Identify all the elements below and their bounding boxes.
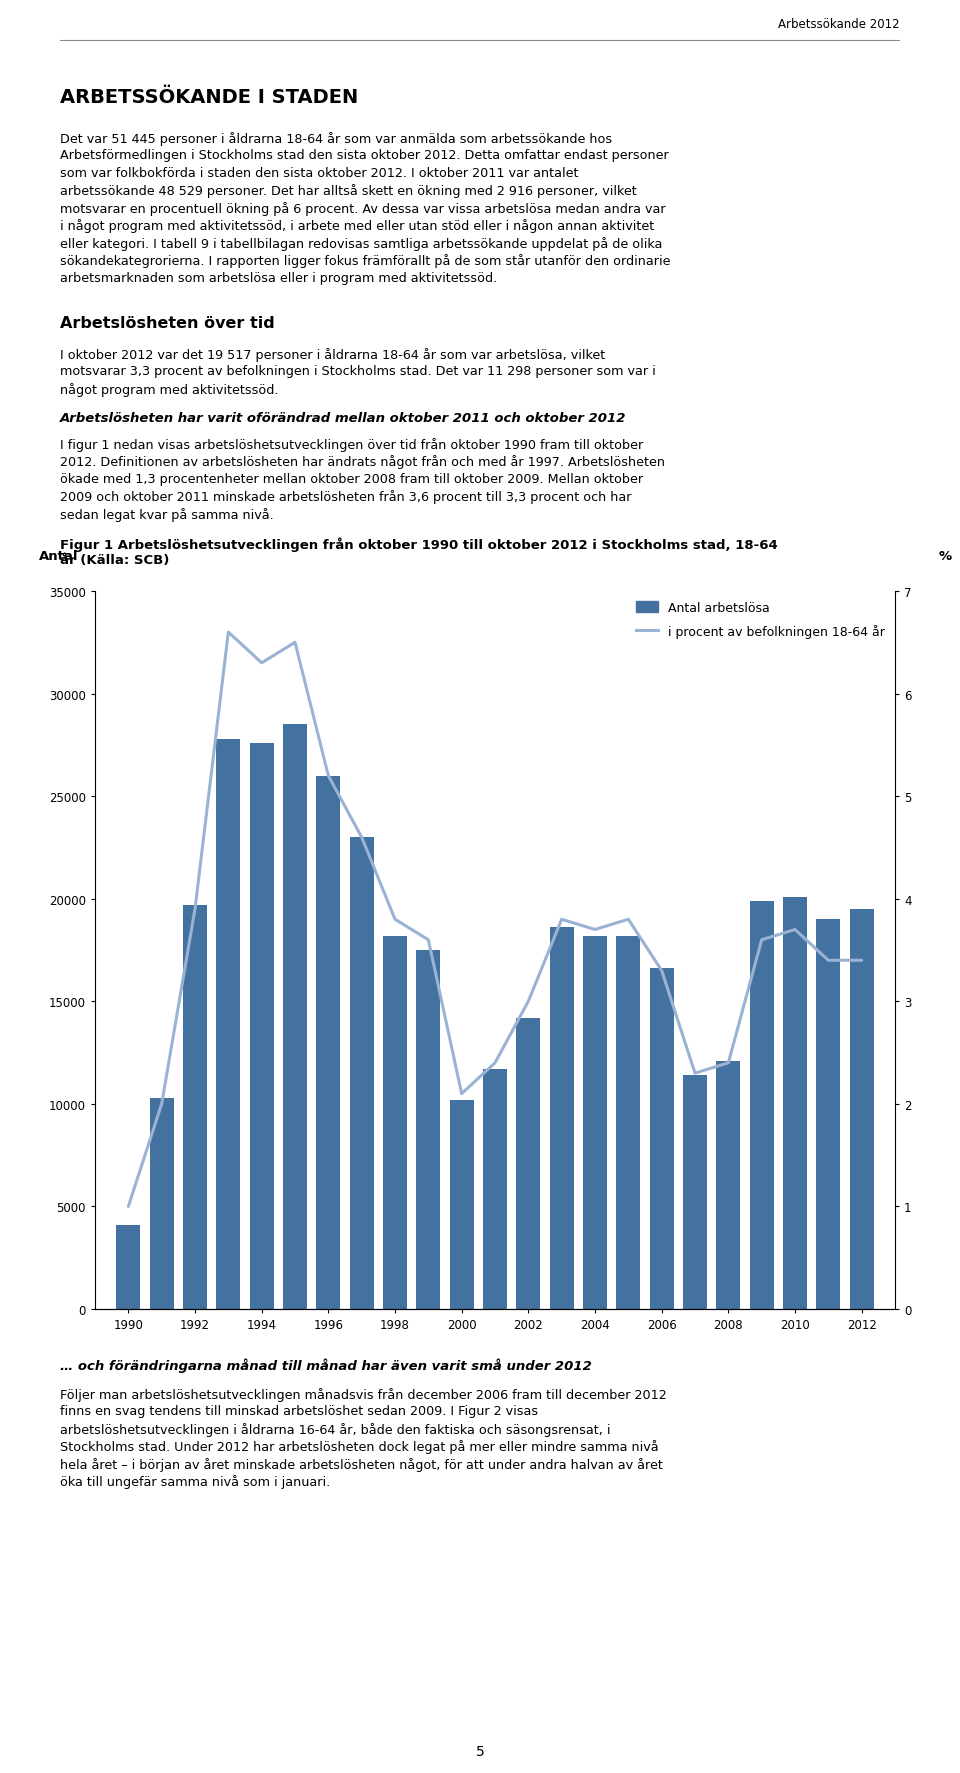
Text: Figur 1 Arbetslöshetsutvecklingen från oktober 1990 till oktober 2012 i Stockhol: Figur 1 Arbetslöshetsutvecklingen från o…	[60, 537, 778, 551]
Text: arbetssökande 48 529 personer. Det har alltså skett en ökning med 2 916 personer: arbetssökande 48 529 personer. Det har a…	[60, 184, 636, 199]
Bar	[250, 743, 274, 1308]
Text: år (Källa: SCB): år (Källa: SCB)	[60, 553, 169, 567]
Bar	[516, 1018, 540, 1308]
Bar	[417, 950, 441, 1308]
Bar	[650, 968, 674, 1308]
Text: finns en svag tendens till minskad arbetslöshet sedan 2009. I Figur 2 visas: finns en svag tendens till minskad arbet…	[60, 1404, 539, 1418]
Text: Arbetsförmedlingen i Stockholms stad den sista oktober 2012. Detta omfattar enda: Arbetsförmedlingen i Stockholms stad den…	[60, 149, 669, 163]
Text: eller kategori. I tabell 9 i tabellbilagan redovisas samtliga arbetssökande uppd: eller kategori. I tabell 9 i tabellbilag…	[60, 238, 662, 250]
Text: I oktober 2012 var det 19 517 personer i åldrarna 18-64 år som var arbetslösa, v: I oktober 2012 var det 19 517 personer i…	[60, 348, 605, 362]
Text: Arbetssökande 2012: Arbetssökande 2012	[779, 18, 900, 30]
Text: … och förändringarna månad till månad har även varit små under 2012: … och förändringarna månad till månad ha…	[60, 1358, 592, 1372]
Bar	[850, 910, 874, 1308]
Bar	[483, 1069, 507, 1308]
Bar	[150, 1097, 174, 1308]
Text: Följer man arbetslöshetsutvecklingen månadsvis från december 2006 fram till dece: Följer man arbetslöshetsutvecklingen mån…	[60, 1386, 667, 1401]
Bar	[116, 1225, 140, 1308]
Bar	[349, 837, 373, 1308]
Bar	[683, 1076, 707, 1308]
Text: Antal: Antal	[39, 550, 79, 564]
Bar	[750, 901, 774, 1308]
Bar	[783, 897, 807, 1308]
Text: Det var 51 445 personer i åldrarna 18-64 år som var anmälda som arbetssökande ho: Det var 51 445 personer i åldrarna 18-64…	[60, 131, 612, 145]
Bar	[283, 725, 307, 1308]
Bar	[383, 936, 407, 1308]
Bar	[216, 739, 240, 1308]
Text: öka till ungefär samma nivå som i januari.: öka till ungefär samma nivå som i januar…	[60, 1475, 330, 1489]
Text: motsvarar en procentuell ökning på 6 procent. Av dessa var vissa arbetslösa meda: motsvarar en procentuell ökning på 6 pro…	[60, 202, 665, 216]
Text: %: %	[939, 550, 952, 564]
Bar	[449, 1099, 473, 1308]
Text: Stockholms stad. Under 2012 har arbetslösheten dock legat på mer eller mindre sa: Stockholms stad. Under 2012 har arbetslö…	[60, 1440, 659, 1454]
Text: I figur 1 nedan visas arbetslöshetsutvecklingen över tid från oktober 1990 fram : I figur 1 nedan visas arbetslöshetsutvec…	[60, 438, 643, 452]
Bar	[183, 906, 207, 1308]
Bar	[816, 920, 840, 1308]
Text: arbetsmarknaden som arbetslösa eller i program med aktivitetssöd.: arbetsmarknaden som arbetslösa eller i p…	[60, 271, 497, 285]
Bar	[716, 1062, 740, 1308]
Bar	[616, 936, 640, 1308]
Text: Arbetslösheten har varit oförändrad mellan oktober 2011 och oktober 2012: Arbetslösheten har varit oförändrad mell…	[60, 411, 627, 426]
Text: 2012. Definitionen av arbetslösheten har ändrats något från och med år 1997. Arb: 2012. Definitionen av arbetslösheten har…	[60, 456, 665, 470]
Text: sökandekategrorierna. I rapporten ligger fokus främförallt på de som står utanfö: sökandekategrorierna. I rapporten ligger…	[60, 254, 670, 268]
Bar	[550, 927, 574, 1308]
Text: sedan legat kvar på samma nivå.: sedan legat kvar på samma nivå.	[60, 507, 274, 521]
Text: ARBETSSÖKANDE I STADEN: ARBETSSÖKANDE I STADEN	[60, 89, 358, 106]
Text: Arbetslösheten över tid: Arbetslösheten över tid	[60, 316, 275, 332]
Bar	[317, 777, 341, 1308]
Text: i något program med aktivitetssöd, i arbete med eller utan stöd eller i någon an: i något program med aktivitetssöd, i arb…	[60, 220, 655, 234]
Text: 2009 och oktober 2011 minskade arbetslösheten från 3,6 procent till 3,3 procent : 2009 och oktober 2011 minskade arbetslös…	[60, 489, 632, 504]
Text: arbetslöshetsutvecklingen i åldrarna 16-64 år, både den faktiska och säsongsrens: arbetslöshetsutvecklingen i åldrarna 16-…	[60, 1422, 611, 1436]
Text: ökade med 1,3 procentenheter mellan oktober 2008 fram till oktober 2009. Mellan : ökade med 1,3 procentenheter mellan okto…	[60, 473, 643, 486]
Text: hela året – i början av året minskade arbetslösheten något, för att under andra : hela året – i början av året minskade ar…	[60, 1457, 662, 1472]
Legend: Antal arbetslösa, i procent av befolkningen 18-64 år: Antal arbetslösa, i procent av befolknin…	[632, 598, 889, 642]
Bar	[583, 936, 607, 1308]
Text: som var folkbokförda i staden den sista oktober 2012. I oktober 2011 var antalet: som var folkbokförda i staden den sista …	[60, 167, 579, 179]
Text: något program med aktivitetssöd.: något program med aktivitetssöd.	[60, 383, 278, 397]
Text: 5: 5	[475, 1745, 485, 1759]
Text: motsvarar 3,3 procent av befolkningen i Stockholms stad. Det var 11 298 personer: motsvarar 3,3 procent av befolkningen i …	[60, 365, 656, 378]
